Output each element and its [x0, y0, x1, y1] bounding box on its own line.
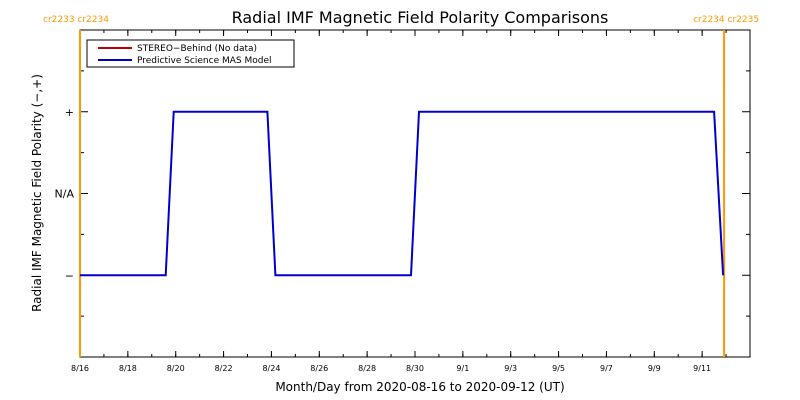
x-axis-title: Month/Day from 2020-08-16 to 2020-09-12 … — [275, 380, 564, 394]
x-tick-label: 9/9 — [648, 364, 661, 373]
x-tick-label: 8/22 — [215, 364, 233, 373]
carrington-boundaries: cr2233 cr2234 cr2234 cr2235 — [43, 15, 759, 357]
y-axis: + N/A − — [55, 70, 750, 317]
legend: STEREO−Behind (No data) Predictive Scien… — [86, 39, 295, 68]
legend-label-stereo: STEREO−Behind (No data) — [137, 44, 257, 54]
y-axis-title: Radial IMF Magnetic Field Polarity (−,+) — [30, 74, 44, 312]
y-tick-label: − — [65, 269, 74, 282]
series-layer — [80, 110, 725, 277]
x-tick-label: 8/28 — [358, 364, 376, 373]
y-tick-label: N/A — [55, 188, 75, 201]
x-tick-label: 8/26 — [310, 364, 328, 373]
boundary-label: cr2234 cr2235 — [693, 15, 759, 25]
x-tick-label: 8/30 — [406, 364, 424, 373]
boundary-label: cr2233 cr2234 — [43, 15, 109, 25]
y-tick-label: + — [65, 106, 74, 119]
chart-title: Radial IMF Magnetic Field Polarity Compa… — [232, 8, 609, 27]
x-tick-label: 9/7 — [600, 364, 613, 373]
series-line-mas-model — [80, 110, 725, 277]
x-tick-label: 9/3 — [504, 364, 517, 373]
x-tick-label: 8/24 — [262, 364, 280, 373]
legend-label-mas: Predictive Science MAS Model — [137, 56, 272, 66]
x-axis: 8/16 8/18 8/20 8/22 8/24 8/26 8/28 8/30 9/1 9/3 9/… — [71, 30, 727, 373]
x-tick-label: 8/20 — [167, 364, 185, 373]
x-tick-label: 9/11 — [693, 364, 711, 373]
x-tick-label: 9/5 — [552, 364, 565, 373]
x-tick-label: 8/18 — [119, 364, 137, 373]
x-tick-label: 9/1 — [456, 364, 469, 373]
x-tick-label: 8/16 — [71, 364, 89, 373]
legend-box — [86, 39, 295, 68]
